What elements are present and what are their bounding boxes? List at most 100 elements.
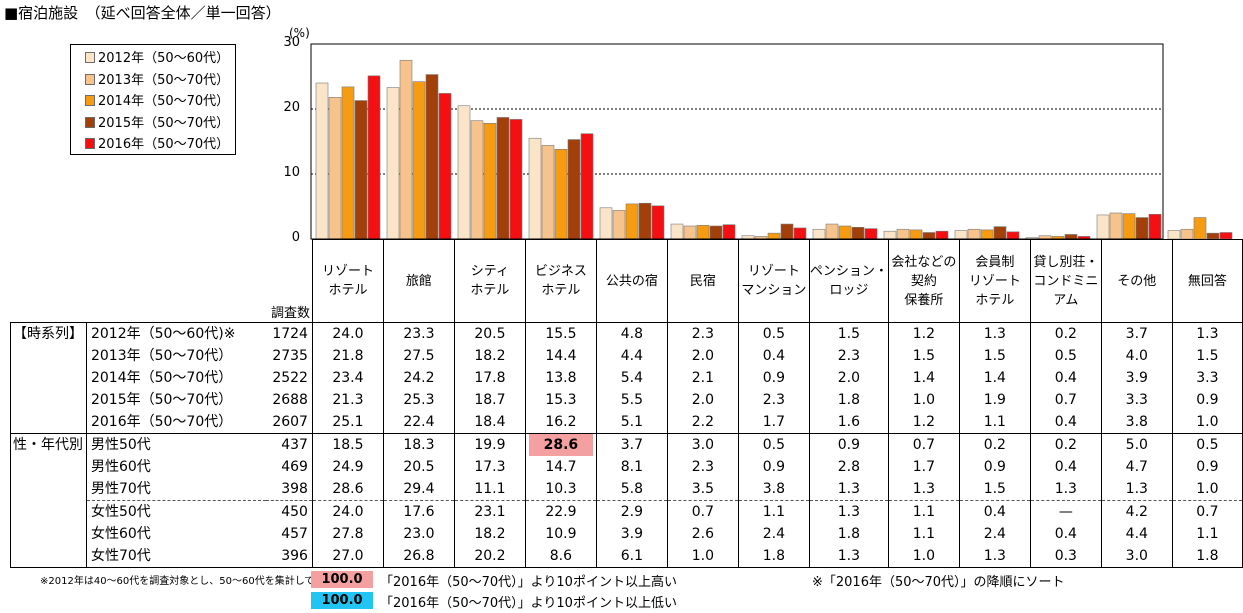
bar	[812, 228, 826, 240]
value-cell: 28.6	[524, 433, 597, 456]
bar	[1148, 214, 1162, 240]
legend-swatch	[85, 73, 95, 85]
row-n: 469	[266, 456, 313, 478]
value-cell: 1.7	[887, 456, 960, 478]
value-cell: 1.5	[1171, 345, 1243, 367]
row-label: 男性70代	[90, 481, 151, 497]
category-label: 会社などの 契約 保養所	[887, 239, 960, 323]
value-cell: 2.3	[808, 345, 889, 367]
bar	[354, 100, 368, 240]
value-cell: 0.2	[1029, 322, 1102, 345]
row-label: 2013年（50～70代）	[90, 348, 233, 364]
value-cell: 3.3	[1171, 367, 1243, 389]
value-cell: 1.5	[958, 478, 1031, 501]
value-cell: 3.7	[595, 433, 668, 456]
group-label: 【時系列】	[10, 322, 87, 434]
value-cell: 20.5	[382, 456, 455, 478]
value-cell: 17.6	[382, 500, 455, 523]
table-row: 男性70代 398 28.6 29.4 11.1 10.3 5.8 3.5 3.8 1.3 1.3 1…	[11, 478, 1243, 501]
value-cell: 27.0	[311, 545, 384, 568]
table-row: 男性60代 469 24.9 20.5 17.3 14.7 8.1 2.3 0.9 2.8 1.7 0…	[11, 456, 1243, 478]
value-cell: 2.0	[666, 345, 739, 367]
category-label: 民宿	[666, 239, 739, 323]
y-tick-label: 0	[291, 230, 300, 245]
table-row: 2013年（50～70代） 2735 21.8 27.5 18.2 14.4 4.4 2.0 0…	[11, 345, 1243, 367]
group-label: 性・年代別	[10, 433, 87, 568]
value-cell: 1.1	[737, 500, 810, 523]
bar	[1096, 214, 1110, 240]
bar	[722, 224, 736, 240]
row-n: 2607	[266, 411, 313, 434]
value-cell: 1.5	[808, 322, 889, 345]
value-cell: 3.0	[1100, 545, 1173, 568]
value-cell: 1.2	[887, 411, 960, 434]
legend-swatch	[85, 138, 95, 149]
bar	[1206, 232, 1220, 240]
bar	[580, 133, 594, 240]
value-cell: 0.2	[1029, 433, 1102, 456]
value-cell: 0.9	[737, 456, 810, 478]
value-cell: 1.0	[666, 545, 739, 568]
header-blank	[11, 240, 87, 323]
unit-label: (%)	[289, 26, 310, 40]
value-cell: 1.9	[958, 389, 1031, 411]
value-cell: 24.2	[382, 367, 455, 389]
value-cell: 1.3	[808, 500, 889, 523]
high-key-swatch: 100.0	[311, 571, 373, 588]
table-row: 女性60代 457 27.8 23.0 18.2 10.9 3.9 2.6 2.4 1.8 1.1 2…	[11, 523, 1243, 545]
bar	[412, 81, 426, 240]
value-cell: 23.3	[382, 322, 455, 345]
value-cell: 18.2	[453, 523, 526, 545]
bar	[541, 145, 555, 240]
value-cell: 0.7	[1029, 389, 1102, 411]
value-cell: 22.4	[382, 411, 455, 434]
bar	[1135, 217, 1149, 240]
bar	[425, 74, 439, 240]
value-cell: 3.7	[1100, 322, 1173, 345]
bar	[696, 225, 710, 240]
table-row: 【時系列】 2012年（50～60代)※ 1724 24.0 23.3 20.5 15.5 4…	[10, 322, 1243, 434]
value-cell: 2.9	[595, 500, 668, 523]
value-cell: 20.2	[453, 545, 526, 568]
value-cell: 0.9	[737, 367, 810, 389]
value-cell: 4.7	[1100, 456, 1173, 478]
value-cell: 1.1	[887, 523, 960, 545]
category-label: リゾート ホテル	[311, 239, 384, 323]
value-cell: 1.8	[808, 523, 889, 545]
value-cell: 5.8	[595, 478, 668, 501]
category-label: リゾート マンション	[737, 239, 810, 323]
value-cell: 0.9	[1171, 456, 1243, 478]
value-cell: 0.5	[737, 433, 810, 456]
bar	[780, 223, 794, 240]
value-cell: 1.3	[1029, 478, 1102, 501]
value-cell: 21.8	[311, 345, 384, 367]
value-cell: 3.8	[737, 478, 810, 501]
bar	[496, 117, 510, 240]
value-cell: 27.8	[311, 523, 384, 545]
value-cell: 8.1	[595, 456, 668, 478]
y-tick-label: 10	[283, 165, 300, 180]
bar	[670, 223, 684, 240]
highlight-value: 28.6	[528, 434, 593, 456]
bar	[438, 93, 452, 240]
bar	[980, 229, 994, 240]
value-cell: 0.7	[1171, 500, 1243, 523]
row-label: 2012年（50～60代)※	[86, 322, 267, 345]
value-cell: 10.9	[524, 523, 597, 545]
category-label: ペンション・ ロッジ	[808, 239, 889, 323]
value-cell: 3.9	[1100, 367, 1173, 389]
bar	[315, 82, 329, 240]
value-cell: 3.0	[666, 433, 739, 456]
value-cell: 18.5	[311, 433, 384, 456]
legend-label: 2012年（50～60代）	[98, 51, 230, 66]
bar	[683, 225, 697, 240]
value-cell: 1.3	[1100, 478, 1173, 501]
bar	[825, 223, 839, 240]
gridlines	[311, 108, 1163, 175]
value-cell: 2.4	[737, 523, 810, 545]
value-cell: 1.1	[887, 500, 960, 523]
legend-label: 2015年（50～70代）	[98, 115, 230, 131]
value-cell: 0.9	[1171, 389, 1243, 411]
category-label: 無回答	[1171, 239, 1243, 323]
value-cell: 23.4	[311, 367, 384, 389]
